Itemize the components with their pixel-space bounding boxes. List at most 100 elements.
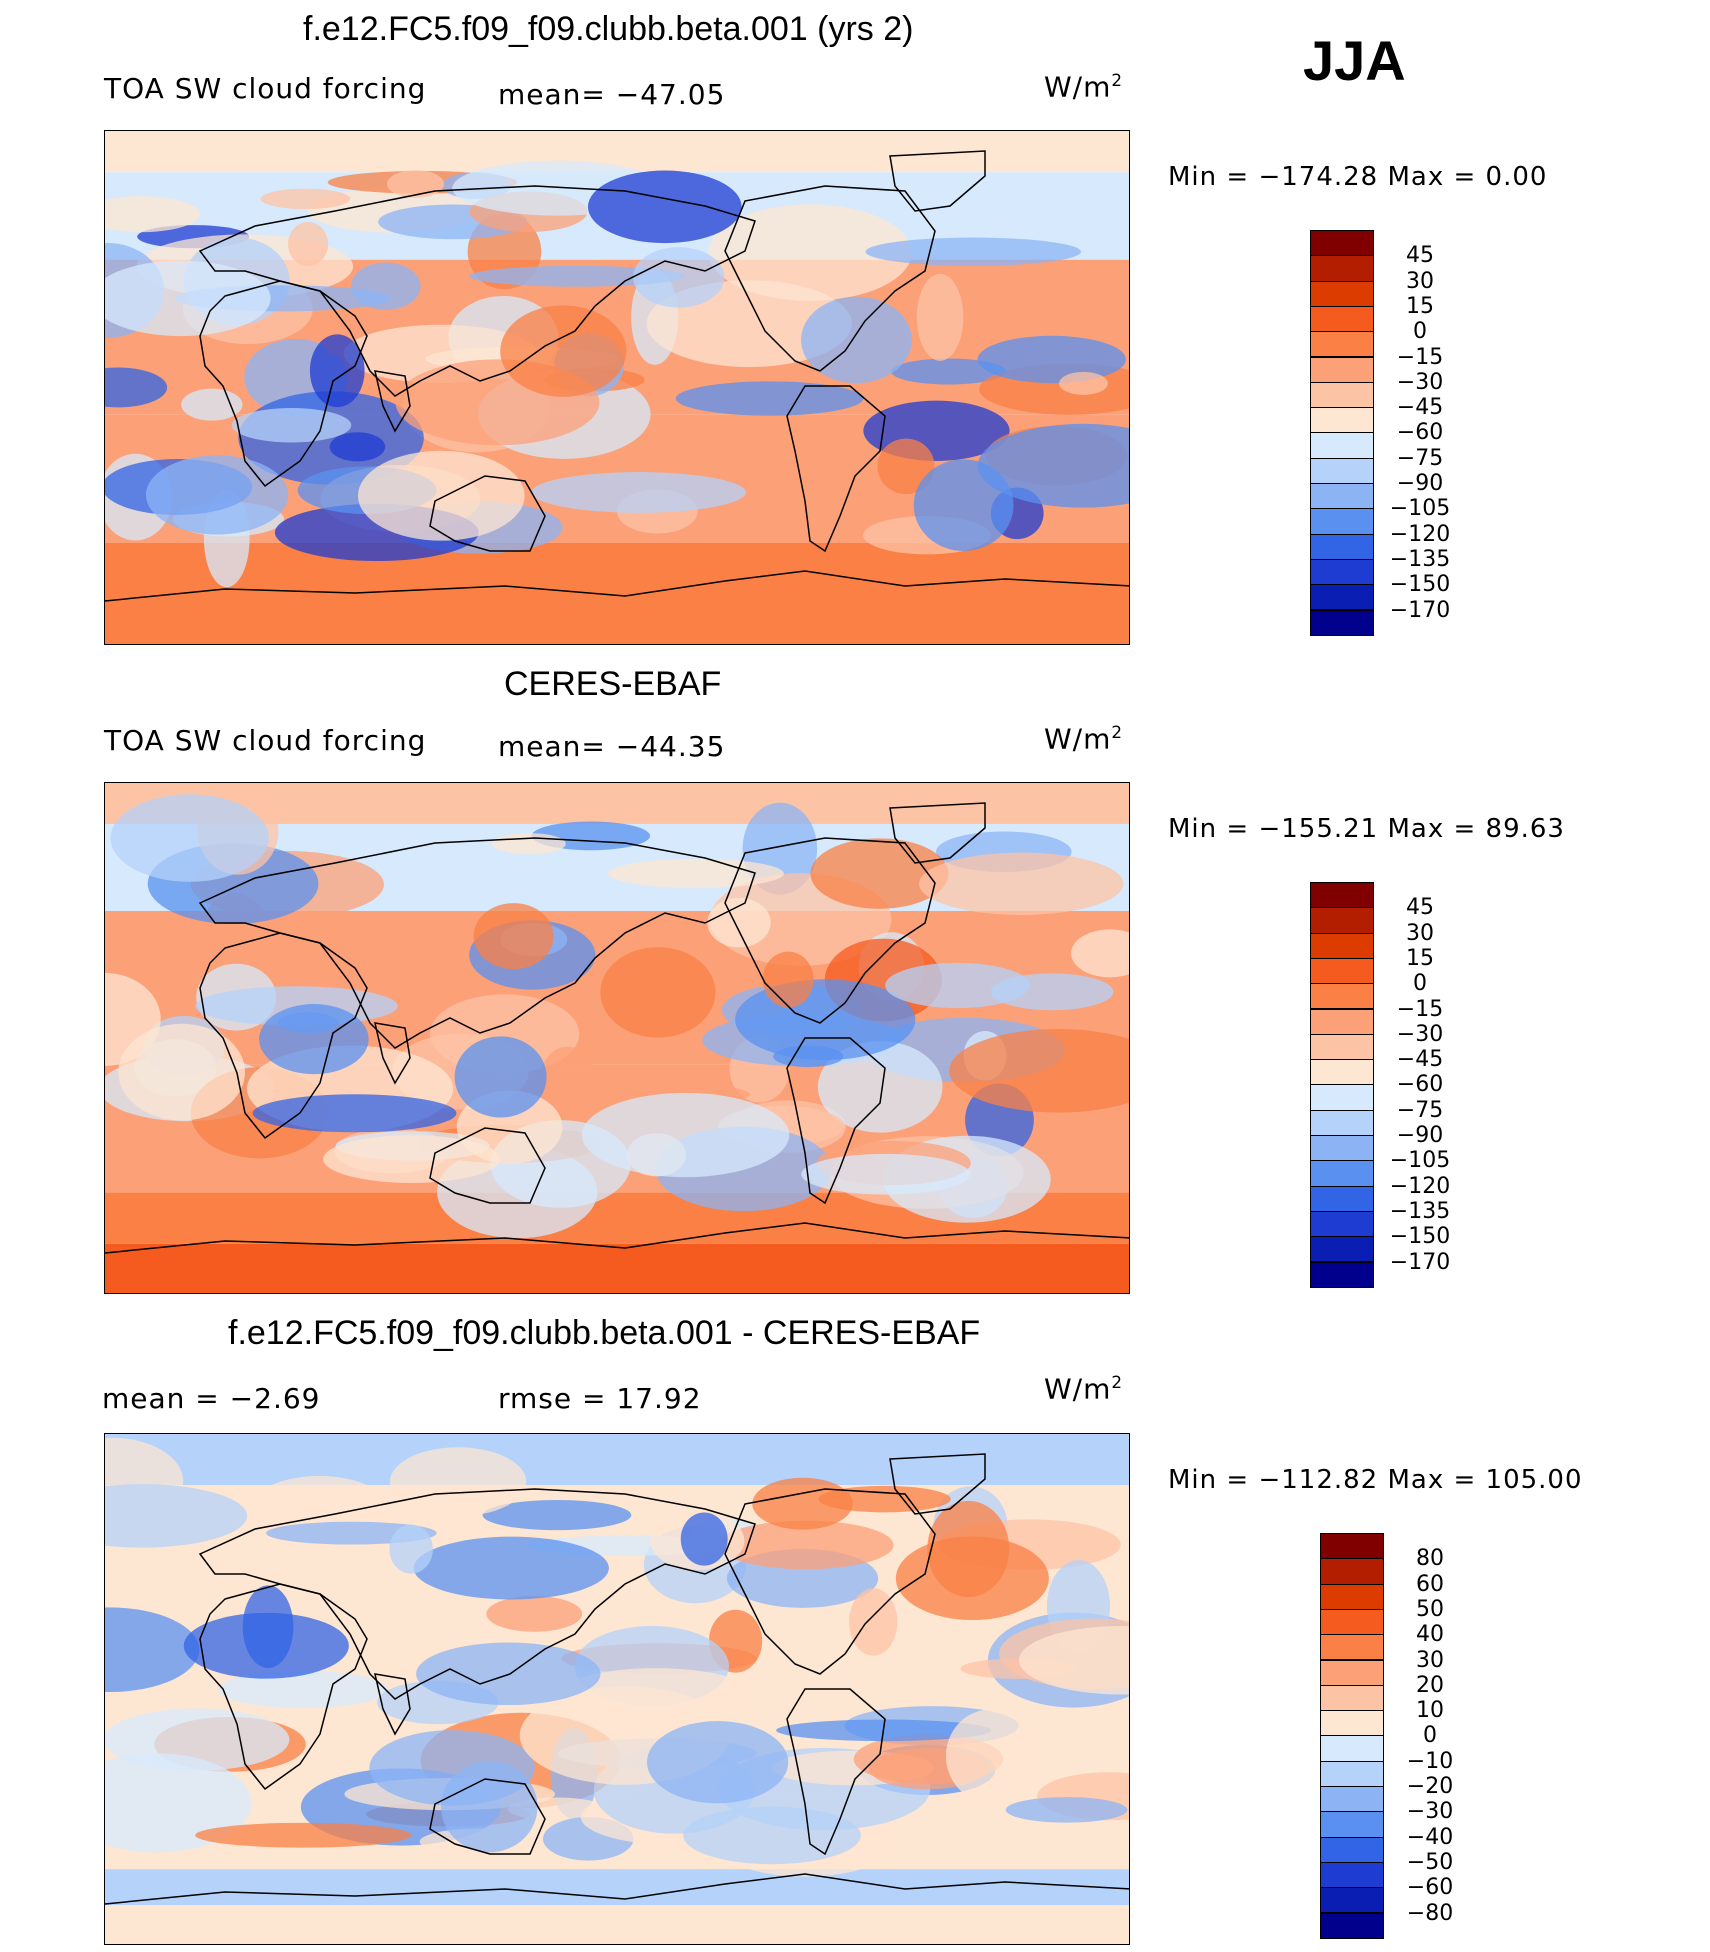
- colorbar-label: −30: [1406, 1799, 1454, 1825]
- coastline: [429, 1778, 546, 1855]
- colorbar-swatch: [1310, 255, 1374, 282]
- colorbar-swatch: [1320, 1760, 1384, 1787]
- colorbar-swatch: [1320, 1659, 1384, 1686]
- colorbar-label: −80: [1406, 1900, 1454, 1926]
- colorbar-swatch: [1310, 533, 1374, 560]
- field-blob: [287, 221, 329, 267]
- colorbar-label: −170: [1389, 1249, 1451, 1275]
- field-blob: [195, 1822, 412, 1848]
- colorbar-label: −90: [1396, 1123, 1444, 1148]
- colorbar-swatch: [1310, 457, 1374, 484]
- panel1-title: f.e12.FC5.f09_f09.clubb.beta.001 (yrs 2): [303, 10, 914, 48]
- coastline: [724, 185, 936, 372]
- panel2-variable: TOA SW cloud forcing: [104, 724, 427, 757]
- colorbar-label: −150: [1389, 1224, 1451, 1250]
- colorbar-label: −45: [1396, 395, 1444, 421]
- colorbar-swatch: [1310, 932, 1374, 959]
- colorbar-label: −30: [1396, 1021, 1444, 1047]
- field-blob: [919, 852, 1124, 915]
- coastline: [786, 1037, 886, 1205]
- field-blob: [110, 794, 269, 882]
- colorbar-label: −105: [1389, 496, 1451, 522]
- colorbar-label: −105: [1389, 1148, 1451, 1174]
- field-blob: [181, 388, 243, 421]
- field-blob: [118, 1023, 246, 1121]
- colorbar-label: 30: [1406, 920, 1434, 946]
- colorbar-swatch: [1310, 230, 1374, 257]
- colorbar-label: −60: [1406, 1875, 1454, 1901]
- colorbar-swatch: [1310, 957, 1374, 985]
- field-band: [105, 543, 1129, 595]
- colorbar-label: −135: [1389, 1198, 1451, 1224]
- field-blob: [945, 1709, 1034, 1803]
- field-blob: [500, 305, 627, 397]
- season-label: JJA: [1303, 29, 1406, 92]
- colorbar-swatch: [1310, 1185, 1374, 1212]
- field-blob: [105, 1753, 252, 1853]
- colorbar-swatch: [1310, 1135, 1374, 1162]
- colorbar-swatch: [1310, 280, 1374, 307]
- colorbar-label: −90: [1396, 471, 1444, 496]
- field-blob: [865, 237, 1081, 266]
- colorbar-swatch: [1320, 1811, 1384, 1838]
- panel3-mean: mean = −2.69: [102, 1382, 321, 1415]
- coastline: [724, 837, 936, 1024]
- field-blob: [1059, 371, 1108, 395]
- colorbar-swatch: [1320, 1836, 1384, 1863]
- colorbar-swatch: [1320, 1608, 1384, 1636]
- field-blob: [773, 1045, 844, 1068]
- colorbar-swatch: [1320, 1861, 1384, 1889]
- field-blob: [482, 1500, 632, 1531]
- colorbar-label: −15: [1396, 996, 1444, 1022]
- colorbar-swatch: [1310, 1059, 1374, 1086]
- colorbar-label: 15: [1406, 945, 1434, 971]
- panel1-map: [104, 130, 1130, 645]
- field-blob: [183, 1612, 349, 1679]
- colorbar-label: 80: [1416, 1546, 1444, 1572]
- field-blob: [145, 455, 289, 535]
- panel1-units: W/m2: [1044, 70, 1124, 104]
- panel1-mean: mean= −47.05: [498, 78, 726, 111]
- panel3-minmax: Min = −112.82 Max = 105.00: [1168, 1465, 1583, 1495]
- field-blob: [877, 438, 935, 495]
- colorbar-label: 50: [1416, 1596, 1444, 1622]
- coastline: [105, 1873, 1129, 1905]
- coastline: [889, 1453, 986, 1515]
- field-blob: [675, 381, 864, 416]
- colorbar-swatch: [1310, 432, 1374, 459]
- colorbar-swatch: [1310, 483, 1374, 510]
- colorbar-label: −75: [1396, 445, 1444, 471]
- colorbar-swatch: [1310, 305, 1374, 333]
- colorbar-label: −120: [1389, 1173, 1451, 1199]
- colorbar-swatch: [1310, 983, 1374, 1010]
- panel2-minmax: Min = −155.21 Max = 89.63: [1168, 814, 1565, 844]
- coastline: [429, 475, 546, 552]
- field-blob: [587, 170, 742, 244]
- colorbar-swatch: [1310, 331, 1374, 358]
- field-blob: [357, 450, 525, 541]
- colorbar-label: 45: [1406, 895, 1434, 921]
- field-blob: [895, 1536, 1049, 1621]
- colorbar-swatch: [1310, 1109, 1374, 1136]
- panel1-variable: TOA SW cloud forcing: [104, 72, 427, 105]
- field-blob: [454, 1036, 547, 1118]
- field-blob: [329, 432, 386, 462]
- colorbar-swatch: [1320, 1887, 1384, 1914]
- field-blob: [413, 1536, 609, 1600]
- field-blob: [680, 1512, 728, 1566]
- colorbar-label: 20: [1416, 1672, 1444, 1698]
- colorbar-swatch: [1310, 508, 1374, 535]
- field-blob: [260, 188, 351, 210]
- field-blob: [387, 170, 444, 198]
- colorbar-swatch: [1310, 1008, 1374, 1035]
- field-blob: [105, 1607, 200, 1693]
- colorbar-label: 30: [1406, 268, 1434, 294]
- colorbar-label: −50: [1406, 1849, 1454, 1875]
- panel1-minmax: Min = −174.28 Max = 0.00: [1168, 162, 1548, 192]
- field-blob: [389, 1524, 433, 1574]
- field-blob: [707, 897, 771, 948]
- field-blob: [633, 247, 725, 308]
- field-band: [105, 1869, 1129, 1906]
- colorbar-label: −60: [1396, 1072, 1444, 1098]
- panel2-title: CERES-EBAF: [504, 665, 722, 703]
